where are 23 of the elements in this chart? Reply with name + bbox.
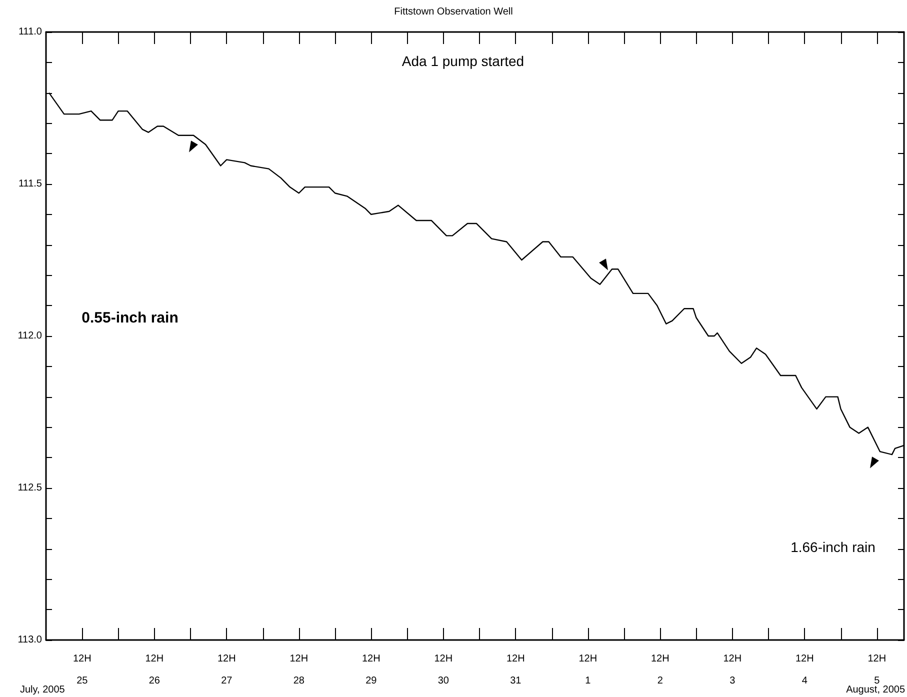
x-tick-label: 12H 3 bbox=[723, 654, 742, 686]
chart-title: Fittstown Observation Well bbox=[394, 6, 513, 18]
x-tick-label: 12H 30 bbox=[434, 654, 453, 686]
annotation: 0.55-inch rain bbox=[82, 310, 178, 326]
y-tick-label: 112.0 bbox=[18, 330, 42, 342]
x-tick-label: 12H 26 bbox=[145, 654, 164, 686]
x-tick-label: 12H 1 bbox=[578, 654, 598, 686]
y-tick-label: 113.0 bbox=[18, 634, 42, 646]
x-tick-label: 12H 27 bbox=[217, 654, 236, 686]
x-tick-label: 12H 4 bbox=[795, 654, 814, 686]
x-tick-label: 12H 2 bbox=[650, 654, 670, 686]
x-tick-label: 12H 31 bbox=[506, 654, 525, 686]
text: July, 2005 bbox=[20, 684, 66, 696]
x-tick-label: 12H 25 bbox=[72, 654, 92, 686]
y-tick-label: 112.5 bbox=[18, 482, 42, 494]
x-tick-label: 12H 29 bbox=[362, 654, 380, 686]
annotation: 1.66-inch rain bbox=[790, 539, 876, 555]
annotation: Ada 1 pump started bbox=[402, 53, 524, 69]
y-tick-label: 111.5 bbox=[18, 178, 42, 190]
x-tick-label: 12H 5 bbox=[868, 654, 886, 686]
x-tick-label: 12H 28 bbox=[290, 654, 308, 686]
y-tick-label: 111.0 bbox=[18, 26, 42, 38]
text: August, 2005 bbox=[846, 684, 906, 696]
